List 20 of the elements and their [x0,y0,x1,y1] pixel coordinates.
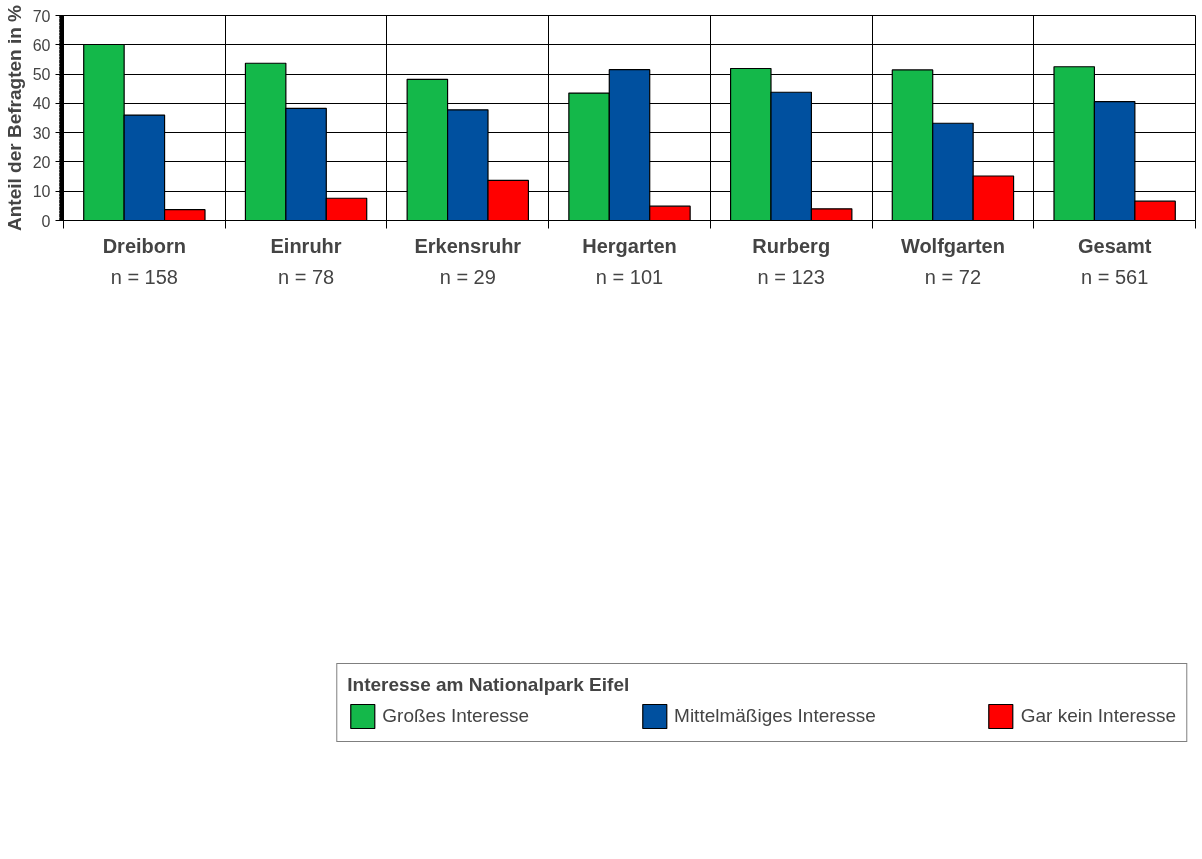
legend-title: Interesse am Nationalpark Eifel [347,673,631,696]
category-label: Dreiborn n = 158 [102,234,187,288]
y-tick-label: 60 [32,36,51,54]
y-tick-label: 70 [32,7,51,25]
category-label: Einruhr n = 78 [270,234,342,288]
y-tick-label: 40 [32,95,51,113]
y-tick-label: 0 [41,212,51,230]
legend-label: Mittelmäßiges Interesse [674,704,876,727]
y-tick-label: 10 [32,183,51,201]
y-tick-label: 30 [32,124,51,142]
category-label: Hergarten n = 101 [582,234,677,288]
legend-label: Großes Interesse [382,704,530,727]
category-label: Wolfgarten n = 72 [900,234,1005,288]
category-label: Gesamt n = 561 [1077,234,1152,288]
y-axis-title: Anteil der Befragten in % [3,4,25,231]
legend-label: Gar kein Interesse [1020,704,1176,727]
category-label: Rurberg n = 123 [752,234,831,288]
category-label: Erkensruhr n = 29 [414,234,522,288]
y-tick-label: 50 [32,66,51,84]
y-tick-label: 20 [32,153,51,171]
